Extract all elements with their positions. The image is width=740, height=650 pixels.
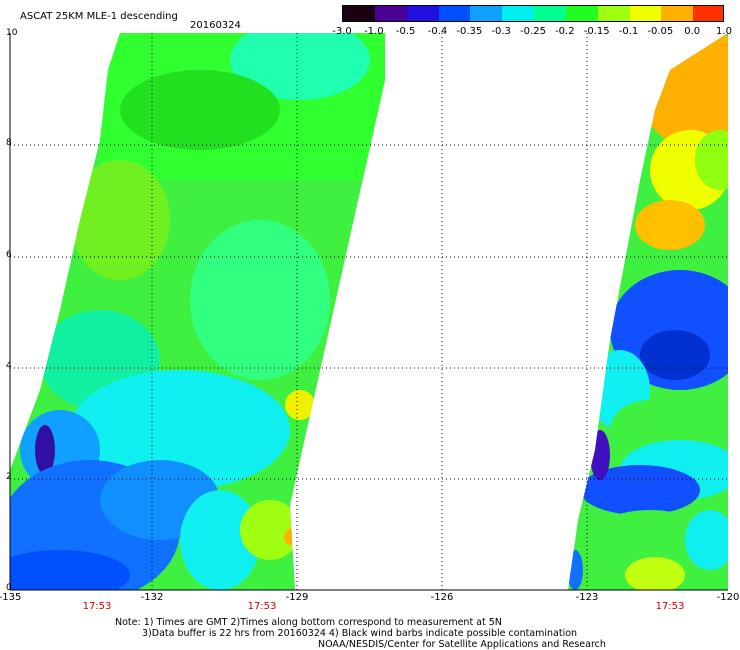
colorbar-label: -0.3: [491, 26, 511, 37]
x-tick-label: -126: [430, 592, 454, 603]
y-tick-label: 4: [6, 361, 12, 371]
colorbar-label: -0.15: [583, 26, 610, 37]
time-label: 17:53: [655, 601, 685, 612]
colorbar-label: -0.5: [395, 26, 416, 37]
y-tick-label: 6: [6, 250, 12, 260]
note-line-1: Note: 1) Times are GMT 2)Times along bot…: [115, 617, 502, 628]
x-tick-label: -132: [140, 592, 164, 603]
x-tick-label: -120: [716, 592, 740, 603]
colorbar-label: -0.05: [647, 26, 674, 37]
colorbar-label: -0.4: [427, 26, 448, 37]
colorbar-label: -0.35: [456, 26, 483, 37]
colorbar-segment: [406, 6, 440, 21]
colorbar-segment: [693, 6, 723, 21]
x-tick-label: -123: [575, 592, 599, 603]
colorbar-label: -1.0: [364, 26, 384, 37]
colorbar-segment: [343, 6, 376, 21]
axis-frame: [9, 33, 728, 591]
colorbar-label: 0.0: [684, 26, 701, 37]
colorbar-segment: [629, 6, 663, 21]
y-tick-label: 2: [6, 472, 12, 482]
time-label: 17:53: [82, 601, 112, 612]
colorbar-label: -0.1: [618, 26, 639, 37]
colorbar-segment: [470, 6, 504, 21]
y-tick-label: 8: [6, 138, 12, 148]
chart-title: ASCAT 25KM MLE-1 descending: [20, 11, 178, 22]
colorbar: [342, 5, 724, 22]
colorbar-segment: [565, 6, 599, 21]
note-line-2: 3)Data buffer is 22 hrs from 20160324 4)…: [142, 628, 578, 639]
chart-date: 20160324: [190, 20, 241, 31]
colorbar-segment: [374, 6, 408, 21]
colorbar-segment: [534, 6, 567, 21]
y-tick-label: 0: [6, 583, 12, 593]
colorbar-segment: [661, 6, 695, 21]
x-tick-label: -135: [0, 592, 22, 603]
colorbar-segment: [597, 6, 631, 21]
colorbar-segment: [502, 6, 535, 21]
y-tick-label: 10: [6, 28, 18, 38]
time-label: 17:53: [247, 601, 277, 612]
colorbar-label: -3.0: [332, 26, 352, 37]
colorbar-label: 1.0: [716, 26, 732, 37]
note-line-3: NOAA/NESDIS/Center for Satellite Applica…: [318, 639, 606, 650]
grid-lines: [10, 33, 728, 590]
colorbar-label: -0.25: [520, 26, 546, 37]
left-swath: [10, 33, 385, 590]
colorbar-label: -0.2: [555, 26, 575, 37]
x-tick-label: -129: [285, 592, 309, 603]
colorbar-segment: [438, 6, 472, 21]
